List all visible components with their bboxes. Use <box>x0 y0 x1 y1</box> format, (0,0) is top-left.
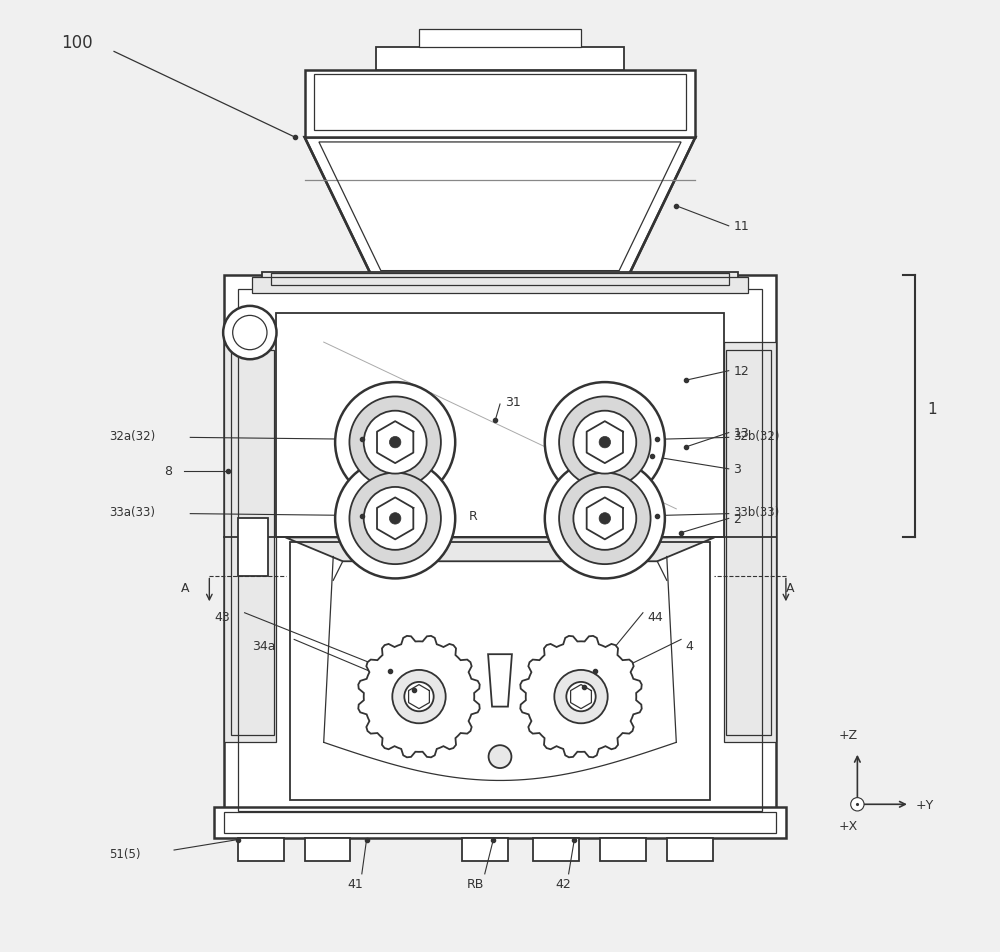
Text: 3: 3 <box>733 463 741 476</box>
Bar <box>724 343 776 743</box>
Circle shape <box>392 670 446 724</box>
Bar <box>667 838 713 862</box>
Bar <box>238 838 284 862</box>
Text: 44: 44 <box>648 610 663 624</box>
Bar <box>600 838 646 862</box>
Bar <box>533 838 579 862</box>
Text: 32a(32): 32a(32) <box>109 429 156 443</box>
Text: 8: 8 <box>165 465 173 478</box>
Bar <box>726 350 771 735</box>
Circle shape <box>545 459 665 579</box>
Text: 31: 31 <box>505 395 521 408</box>
Circle shape <box>559 473 651 565</box>
Circle shape <box>573 487 636 550</box>
Polygon shape <box>305 138 695 276</box>
Circle shape <box>364 411 427 474</box>
Bar <box>462 838 508 862</box>
Text: 1: 1 <box>927 402 937 417</box>
Text: RB: RB <box>467 877 484 890</box>
Circle shape <box>223 307 277 360</box>
Circle shape <box>554 670 608 724</box>
Text: +Z: +Z <box>838 728 857 742</box>
Text: +Y: +Y <box>916 798 934 811</box>
Text: 100: 100 <box>62 34 93 51</box>
Bar <box>305 71 695 138</box>
Circle shape <box>573 411 636 474</box>
Bar <box>314 75 686 130</box>
Polygon shape <box>358 636 480 758</box>
Text: 43: 43 <box>214 610 230 624</box>
Bar <box>238 289 762 811</box>
Text: 12: 12 <box>733 365 749 378</box>
Text: 33b(33): 33b(33) <box>733 506 780 519</box>
Bar <box>231 350 274 735</box>
Text: 32b(32): 32b(32) <box>733 429 780 443</box>
Circle shape <box>851 798 864 811</box>
Text: A: A <box>786 581 794 594</box>
Circle shape <box>599 437 611 448</box>
Circle shape <box>566 683 596 711</box>
Circle shape <box>349 473 441 565</box>
Circle shape <box>349 397 441 488</box>
Circle shape <box>364 487 427 550</box>
Circle shape <box>389 437 401 448</box>
Bar <box>214 807 786 838</box>
Circle shape <box>559 397 651 488</box>
Text: 41: 41 <box>347 877 363 890</box>
Circle shape <box>389 513 401 525</box>
Bar <box>376 48 624 71</box>
Circle shape <box>335 383 455 503</box>
Text: 42: 42 <box>555 877 571 890</box>
Circle shape <box>489 745 511 768</box>
Bar <box>262 272 738 288</box>
Text: A: A <box>181 581 189 594</box>
Polygon shape <box>488 655 512 706</box>
Text: 2: 2 <box>733 512 741 526</box>
Bar <box>276 314 724 538</box>
Polygon shape <box>520 636 642 758</box>
Bar <box>290 543 710 800</box>
Bar <box>224 343 276 743</box>
Text: 51(5): 51(5) <box>109 847 141 861</box>
Circle shape <box>335 459 455 579</box>
Text: 13: 13 <box>733 426 749 440</box>
Bar <box>271 274 729 286</box>
Text: 4: 4 <box>686 639 694 652</box>
Text: +X: +X <box>838 819 858 832</box>
Bar <box>419 30 581 48</box>
Polygon shape <box>286 538 714 562</box>
Circle shape <box>404 683 434 711</box>
Text: 34a: 34a <box>252 639 276 652</box>
Bar <box>224 812 776 833</box>
Bar <box>224 276 776 823</box>
Bar <box>238 519 268 576</box>
Circle shape <box>545 383 665 503</box>
Bar <box>305 838 350 862</box>
Circle shape <box>599 513 611 525</box>
Text: 33a(33): 33a(33) <box>109 506 155 519</box>
Text: R: R <box>469 509 478 523</box>
Bar <box>252 278 748 293</box>
Text: 11: 11 <box>733 220 749 233</box>
